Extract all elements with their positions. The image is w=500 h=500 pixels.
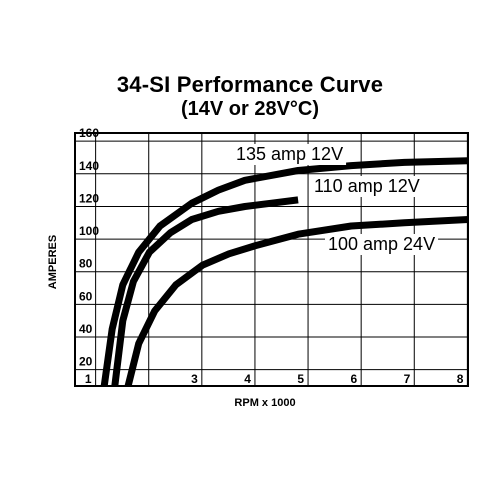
y-tick-label: 40 [79, 322, 93, 336]
chart-title: 34-SI Performance Curve [116, 72, 384, 97]
series-label-background [311, 176, 423, 197]
y-tick-label: 20 [79, 355, 93, 369]
series-100-amp-line [124, 216, 468, 386]
y-tick-label: 60 [79, 289, 93, 303]
series-135-amp-line [100, 157, 468, 386]
x-tick-label: 8 [457, 372, 464, 386]
y-tick-label: 160 [79, 126, 99, 140]
y-tick-label: 140 [79, 159, 99, 173]
y-tick-label: 120 [79, 191, 99, 205]
series-labels: 135 amp 12V 110 amp 12V 100 amp 24V [233, 144, 439, 255]
x-tick-label: 1 [85, 372, 92, 386]
x-tick-label: 3 [191, 372, 198, 386]
y-tick-label: 80 [79, 257, 93, 271]
series-label: 100 amp 24V [328, 234, 435, 254]
chart-subtitle: (14V or 28V°C) [180, 98, 320, 120]
series-label: 135 amp 12V [236, 144, 343, 164]
y-axis-label: AMPERES [47, 235, 59, 289]
tick-labels: 20 40 60 80 100 120 140 160 1 3 4 5 6 7 8 [79, 126, 464, 386]
x-tick-label: 6 [350, 372, 357, 386]
plot-frame [74, 132, 469, 387]
x-tick-label: 5 [297, 372, 304, 386]
x-tick-label: 7 [404, 372, 411, 386]
series-label-background [325, 234, 439, 255]
x-tick-label: 4 [244, 372, 251, 386]
series-label: 110 amp 12V [314, 176, 420, 196]
series-label-background [233, 144, 347, 165]
x-axis-label: RPM x 1000 [234, 397, 295, 409]
series-group [100, 157, 468, 386]
series-110-amp-line [111, 196, 299, 386]
y-tick-label: 100 [79, 224, 99, 238]
